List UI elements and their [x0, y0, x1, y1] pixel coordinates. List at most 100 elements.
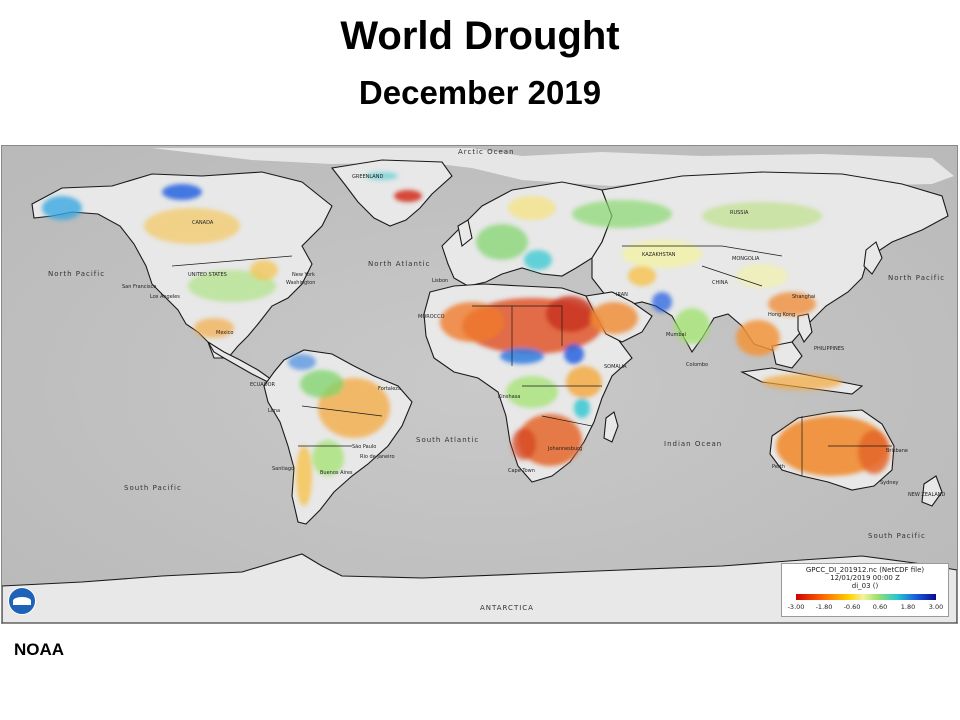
east-africa-wet	[574, 398, 590, 418]
city-label-mexico: Mexico	[216, 330, 234, 336]
canada-mix	[144, 208, 240, 244]
borneo-land	[771, 341, 803, 369]
hudson-wet	[162, 184, 202, 200]
city-label-mumbai: Mumbai	[666, 332, 686, 338]
philippines-land	[797, 313, 813, 344]
city-label-sydney: Sydney	[880, 480, 899, 486]
country-label-united-states: UNITED STATES	[188, 272, 227, 278]
east-africa-drought	[566, 366, 602, 398]
new-zealand-land	[921, 475, 943, 507]
alaska-wet	[42, 196, 82, 220]
scandinavia-mix	[508, 196, 556, 220]
antarctica-land	[2, 553, 957, 623]
page-title: World Drought	[340, 14, 620, 58]
map-legend: GPCC_DI_201912.nc (NetCDF file) 12/01/20…	[781, 563, 949, 617]
city-label-kinshasa: Kinshasa	[498, 394, 521, 400]
city-label-lisbon: Lisbon	[432, 278, 449, 284]
city-label-washington: Washington	[286, 280, 316, 286]
city-label-shanghai: Shanghai	[792, 294, 816, 300]
world-drought-map[interactable]: Arctic Ocean North Pacific North Pacific…	[1, 145, 958, 624]
country-label-mongolia: MONGOLIA	[732, 256, 760, 262]
country-label-new-zealand: NEW ZEALAND	[908, 492, 946, 498]
japan-land	[863, 241, 883, 275]
country-label-greenland: GREENLAND	[352, 174, 384, 180]
greenland-drought	[394, 190, 422, 202]
city-label-perth: Perth	[772, 464, 786, 470]
country-label-china: CHINA	[712, 280, 728, 286]
greenland-wet	[366, 172, 398, 180]
country-label-canada: CANADA	[192, 220, 214, 226]
greenland-land	[330, 159, 453, 227]
country-label-ecuador: ECUADOR	[250, 382, 275, 388]
colombia-mix	[288, 354, 316, 370]
us-mix	[188, 270, 276, 302]
europe-wet	[476, 224, 528, 260]
legend-tick-label: -3.00	[787, 603, 805, 611]
ocean-label-north-pacific-east: North Pacific	[888, 274, 946, 282]
city-label-sao-paulo: São Paulo	[352, 444, 377, 450]
namibia-drought	[512, 428, 536, 460]
madagascar-land	[603, 411, 619, 443]
country-label-somalia: SOMALIA	[604, 364, 627, 370]
legend-tick-label: -0.60	[843, 603, 861, 611]
city-label-johannesburg: Johannesburg	[548, 446, 583, 452]
legend-tick-label: 1.80	[900, 603, 916, 611]
us-east-drought	[250, 260, 278, 280]
city-label-colombo: Colombo	[686, 362, 709, 368]
pakistan-wet	[652, 292, 672, 312]
legend-file: GPCC_DI_201912.nc (NetCDF file)	[805, 566, 925, 574]
city-label-rio: Rio de Janeiro	[360, 454, 395, 460]
balkans-wet	[524, 250, 552, 270]
city-label-fortaleza: Fortaleza	[378, 386, 401, 392]
india-mix	[674, 308, 710, 344]
kazakhstan-mix	[622, 240, 702, 268]
ocean-label-north-pacific-west: North Pacific	[48, 270, 106, 278]
mexico-mix	[194, 318, 234, 338]
south-china-drought	[768, 292, 816, 316]
country-label-morocco: MOROCCO	[418, 314, 445, 320]
west-sahara-drought	[440, 302, 504, 342]
legend-variable: di_03 ()	[851, 582, 879, 590]
ocean-label-south-atlantic: South Atlantic	[416, 436, 480, 444]
city-label-hong-kong: Hong Kong	[768, 312, 796, 318]
country-label-philippines: PHILIPPINES	[814, 346, 845, 352]
noaa-bird-icon	[13, 597, 31, 605]
legend-tick-label: -1.80	[815, 603, 833, 611]
siberia-wet	[572, 200, 672, 228]
city-label-santiago: Santiago	[272, 466, 295, 472]
andes-drought	[296, 446, 312, 506]
east-siberia	[702, 202, 822, 230]
country-borders	[171, 245, 892, 476]
source-credit: NOAA	[14, 640, 65, 659]
southern-africa-drought	[518, 414, 582, 466]
page-subtitle: December 2019	[358, 74, 602, 111]
city-label-los-angeles: Los Angeles	[150, 294, 180, 300]
city-label-brisbane: Brisbane	[886, 448, 908, 454]
china-mix	[736, 264, 788, 288]
ocean-label-south-pacific-west: South Pacific	[124, 484, 182, 492]
legend-tick-label: 3.00	[928, 603, 944, 611]
city-label-san-francisco: San Francisco	[122, 284, 157, 290]
legend-tick-label: 0.60	[872, 603, 888, 611]
egypt-drought	[546, 296, 594, 332]
amazon-mix	[300, 370, 344, 398]
country-label-russia: RUSSIA	[730, 210, 749, 216]
ocean-label-north-atlantic: North Atlantic	[368, 260, 431, 268]
noaa-logo	[8, 587, 36, 615]
drought-overlay	[42, 172, 890, 506]
city-label-buenos-aires: Buenos Aires	[320, 470, 353, 476]
legend-ticks: -3.00 -1.80 -0.60 0.60 1.80 3.00	[788, 603, 944, 611]
central-africa-mix	[506, 376, 558, 408]
arabia-drought	[590, 302, 638, 334]
caspian-drought	[628, 266, 656, 286]
city-label-cape-town: Cape Town	[508, 468, 535, 474]
ocean-label-indian: Indian Ocean	[664, 440, 723, 448]
sahel-wet	[500, 348, 544, 364]
southeast-asia-drought	[736, 320, 780, 356]
argentina-mix	[312, 440, 344, 476]
ocean-label-south-pacific-east: South Pacific	[868, 532, 926, 540]
ocean-label-antarctica: ANTARCTICA	[480, 604, 534, 612]
legend-time: 12/01/2019 00:00 Z	[830, 574, 900, 582]
country-label-kazakhstan: KAZAKHSTAN	[642, 252, 676, 258]
city-label-lima: Lima	[268, 408, 281, 414]
